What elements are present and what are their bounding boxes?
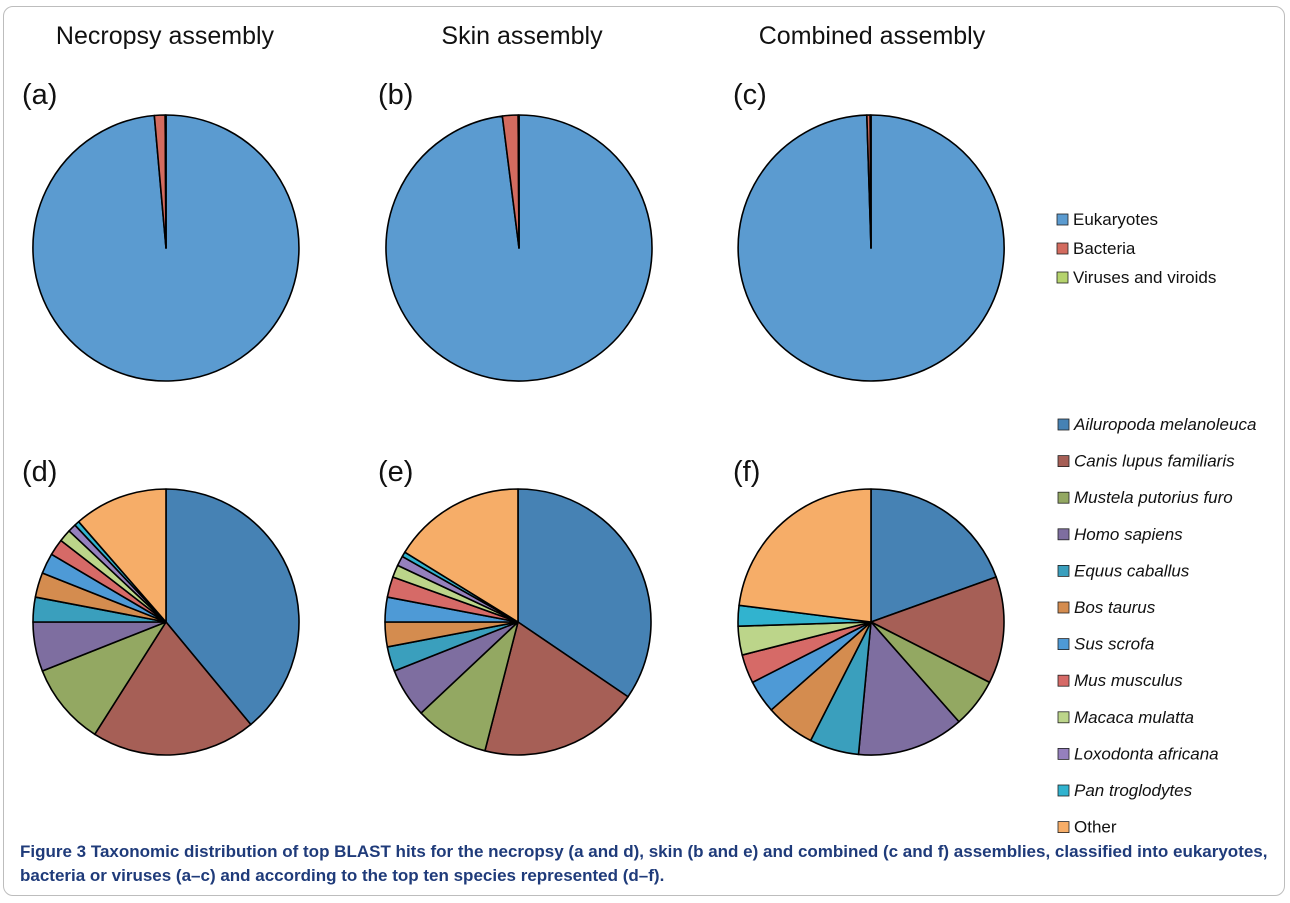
legend-swatch — [1056, 242, 1069, 255]
legend-swatch — [1057, 638, 1070, 650]
legend-label: Other — [1074, 818, 1117, 837]
legend-species: Ailuropoda melanoleuca Canis lupus famili… — [1057, 415, 1256, 837]
legend-item-bos-taurus: Bos taurus — [1057, 598, 1156, 617]
legend-label: Pan troglodytes — [1074, 781, 1193, 800]
legend-item-macaca-mulatta: Macaca mulatta — [1057, 708, 1194, 727]
legend-label: Mus musculus — [1074, 671, 1183, 690]
legend-swatch — [1057, 601, 1070, 614]
legend-item-canis-lupus-familiaris: Canis lupus familiaris — [1057, 452, 1235, 471]
pie-panel-f: (f) — [733, 456, 1005, 756]
legend-label: Viruses and viroids — [1073, 268, 1216, 287]
legend-item-mustela-putorius-furo: Mustela putorius furo — [1057, 488, 1233, 507]
pie-slice-canis-lupus-familiaris — [93, 621, 252, 756]
legend-item-sus-scrofa: Sus scrofa — [1057, 635, 1154, 654]
legend-item-ailuropoda-melanoleuca: Ailuropoda melanoleuca — [1057, 415, 1256, 434]
panel-label: (b) — [378, 79, 413, 111]
legend-swatch — [1057, 528, 1070, 541]
pie-panel-c: (c) — [733, 79, 1005, 382]
legend-label: Mustela putorius furo — [1074, 488, 1233, 507]
pie-panel-b: (b) — [378, 79, 653, 382]
legend-label: Macaca mulatta — [1074, 708, 1194, 727]
pie-slice-canis-lupus-familiaris — [484, 621, 629, 756]
legend-label: Equus caballus — [1074, 561, 1190, 580]
legend-label: Bacteria — [1073, 239, 1136, 258]
legend-domains: Eukaryotes Bacteria Viruses and viroids — [1056, 210, 1216, 287]
legend-item-equus-caballus: Equus caballus — [1057, 561, 1190, 580]
legend-item-other: Other — [1057, 818, 1117, 837]
legend-label: Eukaryotes — [1073, 210, 1158, 229]
legend-item-eukaryotes: Eukaryotes — [1056, 210, 1158, 229]
legend-swatch — [1057, 821, 1070, 833]
figure-caption: Figure 3 Taxonomic distribution of top B… — [20, 840, 1270, 888]
panel-label: (e) — [378, 456, 413, 488]
panel-label: (c) — [733, 79, 767, 111]
legend-label: Canis lupus familiaris — [1074, 452, 1235, 471]
legend-item-homo-sapiens: Homo sapiens — [1057, 525, 1183, 544]
pie-slice-mustela-putorius-furo — [41, 621, 167, 736]
pie-slice-other — [77, 488, 167, 623]
panel-label: (a) — [22, 79, 57, 111]
legend-swatch — [1057, 784, 1070, 797]
pie-panel-e: (e) — [378, 456, 652, 756]
legend-item-pan-troglodytes: Pan troglodytes — [1057, 781, 1193, 800]
legend-item-mus-musculus: Mus musculus — [1057, 671, 1183, 690]
legend-swatch — [1057, 418, 1070, 431]
pie-slice-canis-lupus-familiaris — [870, 576, 1005, 684]
caption-text: Taxonomic distribution of top BLAST hits… — [20, 842, 1268, 885]
column-titles: Necropsy assembly Skin assembly Combined a… — [56, 22, 986, 50]
pie-slice-ailuropoda-melanoleuca — [165, 488, 300, 726]
column-title-2: Skin assembly — [441, 22, 603, 50]
pie-slice-homo-sapiens — [857, 621, 960, 756]
legend-swatch — [1056, 213, 1069, 226]
legend-label: Loxodonta africana — [1074, 744, 1219, 763]
legend-swatch — [1057, 455, 1070, 468]
panel-label: (f) — [733, 456, 760, 488]
legend-swatch — [1057, 674, 1070, 687]
legend-label: Homo sapiens — [1074, 525, 1183, 544]
legend-swatch — [1057, 491, 1070, 504]
caption-label: Figure 3 — [20, 842, 87, 861]
legend-swatch — [1057, 565, 1070, 577]
figure-frame — [3, 6, 1285, 896]
pie-panel-a: (a) — [22, 79, 300, 382]
pie-panel-d: (d) — [22, 456, 300, 756]
pie-slice-ailuropoda-melanoleuca — [870, 488, 997, 623]
pie-slice-viruses-and-viroids — [869, 114, 872, 249]
legend-item-viruses-and-viroids: Viruses and viroids — [1056, 268, 1216, 287]
legend-swatch — [1057, 711, 1070, 724]
pie-charts-svg: Necropsy assembly Skin assembly Combined a… — [22, 22, 1256, 837]
legend-swatch — [1056, 271, 1069, 284]
legend-item-loxodonta-africana: Loxodonta africana — [1057, 744, 1219, 763]
legend-label: Sus scrofa — [1074, 635, 1154, 654]
pie-slice-viruses-and-viroids — [164, 114, 167, 249]
column-title-3: Combined assembly — [759, 22, 986, 50]
column-title-1: Necropsy assembly — [56, 22, 275, 50]
pie-slice-viruses-and-viroids — [517, 114, 520, 249]
pie-slice-other — [404, 488, 519, 623]
legend-item-bacteria: Bacteria — [1056, 239, 1136, 258]
legend-label: Bos taurus — [1074, 598, 1156, 617]
pie-slice-other — [738, 488, 872, 623]
pie-panels: (a) (b) (c) (d) (e) (f) — [22, 79, 1005, 756]
legend-label: Ailuropoda melanoleuca — [1073, 415, 1256, 434]
panel-label: (d) — [22, 456, 57, 488]
pie-slice-ailuropoda-melanoleuca — [517, 488, 652, 698]
legend-swatch — [1057, 748, 1070, 760]
